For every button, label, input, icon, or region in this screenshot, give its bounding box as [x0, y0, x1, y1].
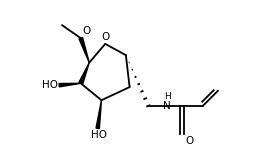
- Text: O: O: [82, 26, 90, 36]
- Text: O: O: [186, 136, 194, 146]
- Text: O: O: [102, 32, 110, 42]
- Text: N: N: [163, 101, 171, 111]
- Polygon shape: [79, 38, 89, 63]
- Text: H: H: [164, 92, 170, 101]
- Polygon shape: [79, 63, 89, 84]
- Polygon shape: [59, 83, 81, 87]
- Text: HO: HO: [42, 80, 58, 90]
- Text: HO: HO: [91, 130, 107, 140]
- Polygon shape: [96, 100, 102, 129]
